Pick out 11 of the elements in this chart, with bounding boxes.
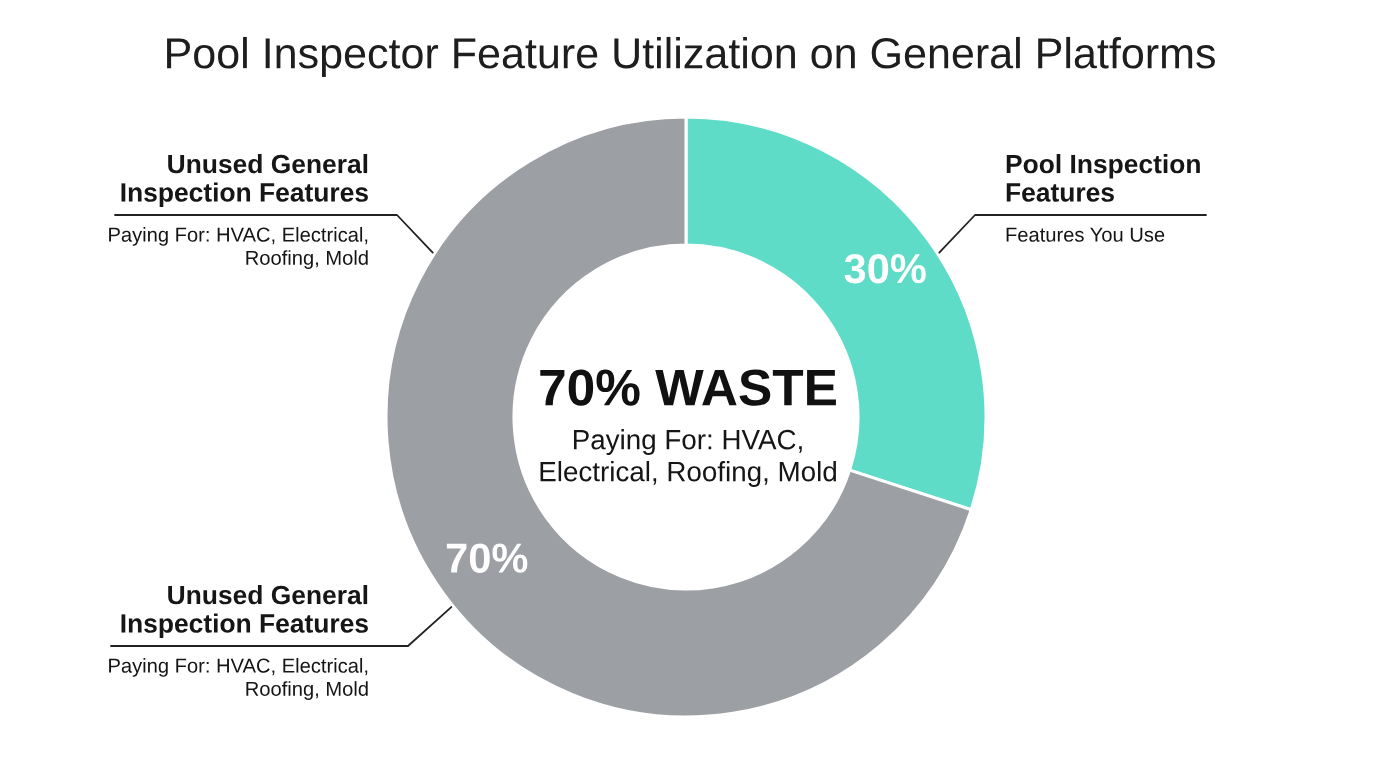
text: Features You Use	[1006, 227, 1165, 242]
text: Paying For: HVAC, Electrical, Roofing, Mold	[109, 227, 368, 269]
data-label: 30%	[844, 253, 926, 284]
slice-label: Unused General Inspection Features	[121, 153, 368, 207]
chart-title: Pool Inspector Feature Utilization on General Platforms	[167, 36, 1215, 78]
text: 70% WASTE	[540, 369, 836, 406]
data-label: 70%	[446, 543, 528, 573]
text: Unused General Inspection Features	[121, 584, 368, 638]
text: Paying For: HVAC, Electrical, Roofing, Mold	[540, 429, 836, 487]
slice-label: Pool Inspection Features	[1006, 153, 1200, 202]
text: Paying For: HVAC, Electrical, Roofing, Mold	[109, 658, 368, 700]
